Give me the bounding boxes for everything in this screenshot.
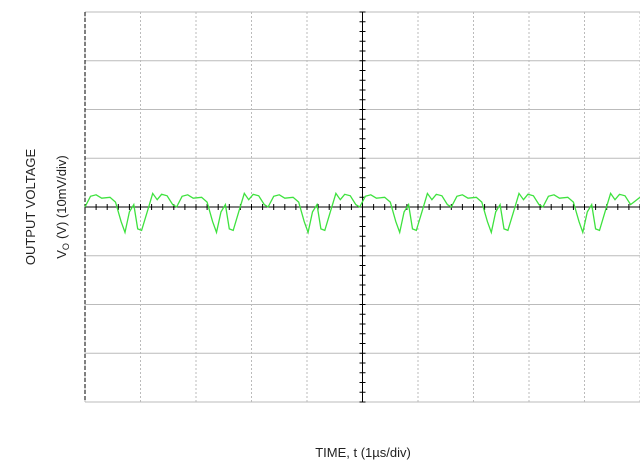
y-subscript: O bbox=[61, 243, 71, 250]
y-symbol: V bbox=[54, 250, 69, 259]
y-axis-unit-label: VO (V) (10mV/div) bbox=[54, 155, 71, 258]
y-axis-label: OUTPUT VOLTAGE bbox=[23, 149, 38, 266]
y-unit: (V) (10mV/div) bbox=[54, 155, 69, 239]
waveform bbox=[84, 191, 640, 235]
x-axis-label: TIME, t (1µs/div) bbox=[315, 445, 411, 460]
